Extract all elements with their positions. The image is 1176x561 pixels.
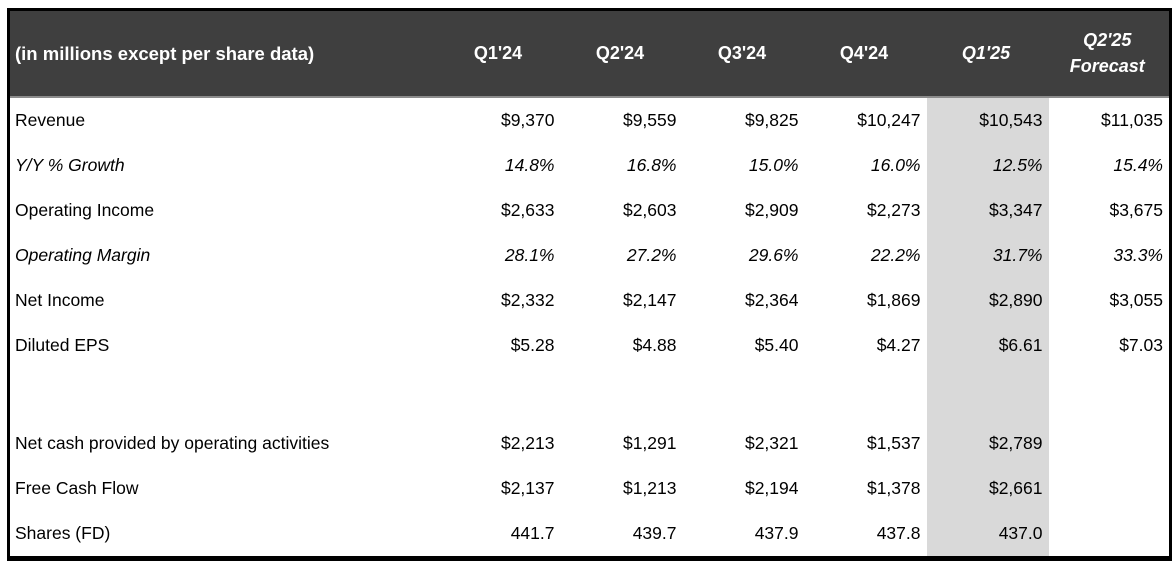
table-body: Revenue $9,370 $9,559 $9,825 $10,247 $10,543 $… xyxy=(9,97,1171,559)
column-header-q1-24: Q1'24 xyxy=(438,9,561,97)
cell: 28.1% xyxy=(504,245,555,265)
row-label: Shares (FD) xyxy=(15,523,111,543)
cell: $1,213 xyxy=(622,478,677,498)
cell: $2,147 xyxy=(622,290,677,310)
cell: 31.7% xyxy=(926,233,1049,278)
cell: $1,869 xyxy=(866,290,921,310)
cell: $9,825 xyxy=(744,110,799,130)
cell: 15.0% xyxy=(748,155,799,175)
cell: $9,370 xyxy=(500,110,555,130)
cell: $2,213 xyxy=(500,433,555,453)
cell: $2,890 xyxy=(926,278,1049,323)
cell xyxy=(683,368,805,421)
spacer-row xyxy=(9,368,1171,421)
row-label: Revenue xyxy=(15,110,86,130)
cell: $1,537 xyxy=(866,433,921,453)
table-row-diluted-eps: Diluted EPS $5.28 $4.88 $5.40 $4.27 $6.61 $7.0… xyxy=(9,323,1171,368)
cell xyxy=(805,368,927,421)
cell: 12.5% xyxy=(926,143,1049,188)
row-label: Free Cash Flow xyxy=(15,478,139,498)
cell: $5.28 xyxy=(510,335,555,355)
cell: 437.0 xyxy=(926,511,1049,559)
column-header-q3-24: Q3'24 xyxy=(682,9,805,97)
cell xyxy=(1049,466,1171,511)
cell: $4.88 xyxy=(632,335,677,355)
row-label xyxy=(9,368,439,421)
table-row-net-income: Net Income $2,332 $2,147 $2,364 $1,869 $2,890… xyxy=(9,278,1171,323)
cell: $2,909 xyxy=(744,200,799,220)
cell: $10,543 xyxy=(926,97,1049,143)
column-header-q2-25-forecast: Q2'25 Forecast xyxy=(1048,9,1171,97)
header-row: (in millions except per share data) Q1'2… xyxy=(8,9,1171,97)
cell: $2,332 xyxy=(500,290,555,310)
cell: 22.2% xyxy=(870,245,921,265)
table-title-cell: (in millions except per share data) xyxy=(8,9,439,97)
column-header-q1-25: Q1'25 xyxy=(926,9,1049,97)
cell xyxy=(926,368,1049,421)
cell xyxy=(1049,368,1171,421)
cell xyxy=(561,368,683,421)
cell: $1,291 xyxy=(622,433,677,453)
column-header-q4-24: Q4'24 xyxy=(804,9,927,97)
row-label: Y/Y % Growth xyxy=(15,155,125,175)
cell: $11,035 xyxy=(1101,110,1163,130)
cell: $2,789 xyxy=(926,421,1049,466)
table-row-revenue: Revenue $9,370 $9,559 $9,825 $10,247 $10,543 $… xyxy=(9,97,1171,143)
financial-summary-exhibit: (in millions except per share data) Q1'2… xyxy=(7,8,1172,561)
cell: $3,055 xyxy=(1109,290,1163,310)
cell: 16.8% xyxy=(626,155,677,175)
table-row-operating-income: Operating Income $2,633 $2,603 $2,909 $2,273… xyxy=(9,188,1171,233)
cell: 33.3% xyxy=(1113,245,1163,265)
cell: $9,559 xyxy=(622,110,677,130)
table-row-free-cash-flow: Free Cash Flow $2,137 $1,213 $2,194 $1,378 $2… xyxy=(9,466,1171,511)
cell: 27.2% xyxy=(626,245,677,265)
cell xyxy=(1049,511,1171,559)
cell xyxy=(1049,421,1171,466)
row-label: Diluted EPS xyxy=(15,335,110,355)
row-label: Net Income xyxy=(15,290,105,310)
row-label: Operating Margin xyxy=(15,245,151,265)
cell: $6.61 xyxy=(926,323,1049,368)
cell: $2,603 xyxy=(622,200,677,220)
cell: $2,364 xyxy=(744,290,799,310)
cell: 439.7 xyxy=(632,523,677,543)
cell: $10,247 xyxy=(857,110,921,130)
cell: $5.40 xyxy=(754,335,799,355)
cell: $2,137 xyxy=(500,478,555,498)
cell: $2,633 xyxy=(500,200,555,220)
cell: $2,273 xyxy=(866,200,921,220)
cell: 437.9 xyxy=(754,523,799,543)
cell: 14.8% xyxy=(504,155,555,175)
column-header-q2-24: Q2'24 xyxy=(560,9,683,97)
cell: $2,194 xyxy=(744,478,799,498)
cell: $3,675 xyxy=(1109,200,1163,220)
financial-summary-table: (in millions except per share data) Q1'2… xyxy=(7,8,1172,561)
table-row-y-y-growth: Y/Y % Growth 14.8% 16.8% 15.0% 16.0% 12.5% 15.… xyxy=(9,143,1171,188)
row-label: Net cash provided by operating activitie… xyxy=(15,433,330,453)
row-label: Operating Income xyxy=(15,200,155,220)
cell: $2,661 xyxy=(926,466,1049,511)
cell: $3,347 xyxy=(926,188,1049,233)
cell xyxy=(439,368,561,421)
cell: 16.0% xyxy=(870,155,921,175)
table-row-shares-fd: Shares (FD) 441.7 439.7 437.9 437.8 437.0 xyxy=(9,511,1171,559)
cell: $7.03 xyxy=(1119,335,1163,355)
cell: 29.6% xyxy=(748,245,799,265)
table-row-operating-margin: Operating Margin 28.1% 27.2% 29.6% 22.2% 31.7… xyxy=(9,233,1171,278)
cell: 441.7 xyxy=(510,523,555,543)
table-row-net-cash-provided-by-operating-activities: Net cash provided by operating activitie… xyxy=(9,421,1171,466)
cell: $4.27 xyxy=(876,335,921,355)
cell: 15.4% xyxy=(1113,155,1163,175)
cell: $2,321 xyxy=(744,433,799,453)
cell: $1,378 xyxy=(866,478,921,498)
cell: 437.8 xyxy=(876,523,921,543)
